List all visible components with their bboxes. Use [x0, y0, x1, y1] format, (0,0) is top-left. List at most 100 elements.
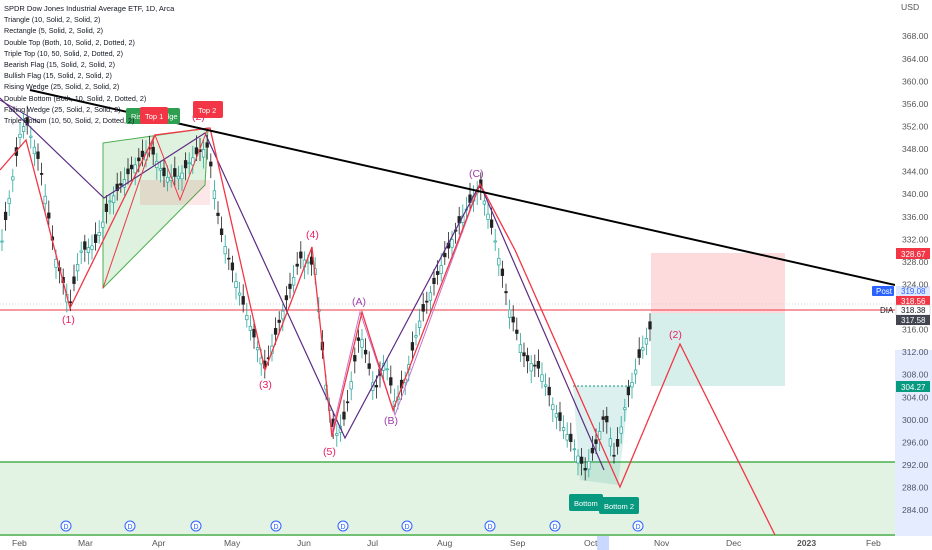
dividend-marker[interactable] — [484, 520, 496, 532]
wave-label-b: (B) — [384, 415, 398, 427]
svg-text:Top 1: Top 1 — [145, 112, 163, 121]
candle-body — [245, 315, 249, 321]
candle-body — [90, 245, 94, 250]
candle-body — [576, 455, 580, 464]
legend-triple-top[interactable]: Triple Top (10, 50, Solid, 2, Dotted, 2) — [4, 48, 124, 58]
y-tick-label: 336.00 — [902, 212, 929, 222]
legend-bullish-flag[interactable]: Bullish Flag (15, Solid, 2, Solid, 2) — [4, 71, 112, 81]
dividend-marker[interactable] — [401, 520, 413, 532]
candle-body — [47, 212, 51, 219]
price-axis-highlight — [895, 350, 932, 536]
legend-double-top[interactable]: Double Top (Both, 10, Solid, 2, Dotted, … — [4, 37, 135, 47]
candle-body — [489, 219, 494, 228]
candle-body — [43, 195, 47, 205]
legend-double-bottom[interactable]: Double Bottom (Both, 10, Solid, 2, Dotte… — [4, 93, 147, 103]
reward-zone — [651, 313, 785, 386]
candle-body — [410, 342, 415, 351]
price-tag-dia: 318.38 — [895, 304, 931, 316]
candle-body — [367, 363, 371, 369]
wave-label-1: (1) — [62, 314, 75, 326]
svg-text:328.67: 328.67 — [901, 250, 926, 259]
candle-body — [626, 386, 631, 396]
candle-body — [597, 431, 602, 440]
x-tick-label: May — [224, 538, 241, 548]
candle-body — [421, 304, 425, 312]
candle-body — [108, 200, 112, 203]
wave-label-4: (4) — [306, 229, 319, 241]
candle-body — [223, 246, 227, 255]
time-axis-highlight — [597, 536, 609, 550]
candle-body — [486, 213, 490, 220]
candle-body — [374, 384, 379, 388]
candle-body — [504, 291, 508, 294]
legend-rectangle[interactable]: Rectangle (5, Solid, 2, Solid, 2) — [4, 26, 104, 36]
dividend-marker-label: D — [194, 524, 199, 531]
candle-body — [68, 301, 73, 304]
dividend-marker[interactable] — [549, 520, 561, 532]
legend-triple-bottom[interactable]: Triple Bottom (10, 50, Solid, 2, Dotted,… — [4, 116, 135, 126]
candle-body — [75, 263, 80, 272]
y-tick-label: 348.00 — [902, 144, 929, 154]
x-tick-label: Jun — [297, 538, 311, 548]
x-tick-label: Mar — [78, 538, 93, 548]
dividend-marker[interactable] — [270, 520, 282, 532]
dividend-marker[interactable] — [337, 520, 349, 532]
candle-body — [162, 167, 166, 177]
candle-body — [227, 257, 231, 260]
candle-body — [29, 135, 33, 138]
candle-body — [623, 407, 627, 410]
dividend-marker[interactable] — [632, 520, 644, 532]
x-tick-label: Aug — [437, 538, 453, 548]
candle-body — [183, 160, 188, 169]
candle-body — [608, 438, 613, 447]
legend-bearish-flag[interactable]: Bearish Flag (15, Solid, 2, Solid, 2) — [4, 60, 116, 70]
candle-body — [273, 328, 278, 335]
candle-body — [241, 296, 245, 305]
wave-label-a: (A) — [352, 296, 366, 308]
y-tick-label: 300.00 — [902, 415, 929, 425]
candle-body — [111, 195, 116, 204]
candle-body — [540, 374, 544, 382]
price-axis[interactable] — [895, 0, 932, 536]
candle-body — [255, 347, 260, 351]
candle-body — [277, 319, 281, 323]
x-axis-ticks: Feb Mar Apr May Jun Jul Aug Sep Oct Nov Dec 2023 Feb — [12, 538, 881, 548]
y-tick-label: 288.00 — [902, 483, 929, 493]
candle-body — [133, 164, 137, 174]
legend-triangle[interactable]: Triangle (10, Solid, 2, Solid, 2) — [4, 15, 101, 25]
dividend-marker[interactable] — [190, 520, 202, 532]
candle-body — [507, 309, 512, 318]
tag-bottom[interactable]: Bottom — [569, 494, 603, 511]
candle-body — [572, 448, 577, 451]
dividend-marker[interactable] — [124, 520, 136, 532]
x-tick-label: Oct — [584, 538, 598, 548]
currency-label: USD — [901, 2, 919, 12]
candle-body — [54, 259, 58, 268]
candle-body — [605, 415, 609, 423]
candle-body — [349, 381, 353, 390]
candle-body — [3, 211, 8, 221]
dividend-marker-label: D — [341, 524, 346, 531]
candle-body — [173, 168, 177, 177]
tag-top-2[interactable]: Top 2 — [193, 101, 223, 118]
candle-body — [11, 176, 15, 181]
tag-bottom-2[interactable]: Bottom 2 — [599, 497, 639, 514]
candle-body — [176, 175, 181, 180]
candle-body — [587, 461, 591, 470]
candle-body — [79, 250, 83, 253]
price-tag-dia-label: DIA — [880, 306, 894, 315]
dividend-marker-label: D — [636, 524, 641, 531]
candle-body — [554, 413, 559, 418]
candle-body — [191, 157, 195, 166]
tag-top-1[interactable]: Top 1 — [140, 107, 168, 124]
time-axis[interactable] — [0, 536, 895, 550]
dividend-marker[interactable] — [60, 520, 72, 532]
x-tick-label: Sep — [510, 538, 526, 548]
candle-body — [435, 271, 440, 275]
legend-falling-wedge[interactable]: Falling Wedge (25, Solid, 2, Solid, 2) — [4, 104, 121, 114]
svg-text:DIA: DIA — [880, 306, 894, 315]
y-axis-ticks: 284.00 288.00 292.00 296.00 300.00 304.00 308.… — [902, 31, 929, 515]
legend-rising-wedge[interactable]: Rising Wedge (25, Solid, 2, Solid, 2) — [4, 82, 120, 92]
